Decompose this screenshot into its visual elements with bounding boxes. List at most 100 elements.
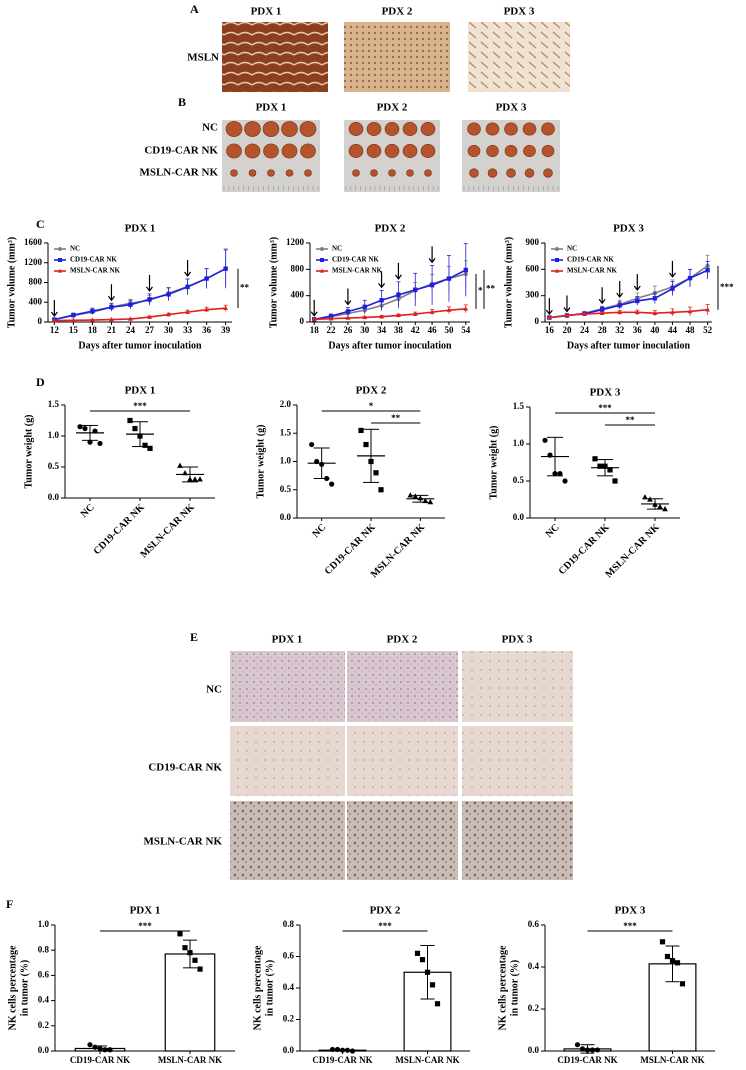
point: [329, 481, 335, 487]
tumor: [352, 169, 360, 177]
point: [652, 310, 658, 315]
chart-title: PDX 3: [613, 223, 644, 235]
y-axis-label: NK cells percentage: [497, 945, 508, 1030]
point: [309, 441, 315, 448]
point: [412, 493, 419, 499]
point: [373, 470, 379, 476]
tumor: [402, 144, 418, 158]
row-label: NC: [202, 122, 218, 134]
point: [57, 268, 63, 273]
panel-label: D: [36, 375, 45, 389]
x-tick-label: 15: [69, 325, 79, 335]
x-tick-label: NC: [79, 502, 97, 520]
point: [197, 476, 203, 482]
y-tick-label: 0.0: [513, 512, 525, 522]
point: [177, 931, 183, 937]
point: [555, 258, 559, 262]
point: [396, 312, 401, 318]
x-tick-label: 24: [126, 325, 136, 335]
x-tick-label: 18: [310, 325, 320, 335]
ihc-image: [222, 22, 328, 92]
point: [617, 309, 623, 315]
point: [414, 950, 421, 956]
ihc-image: [347, 801, 458, 880]
y-tick-label: 1200: [24, 257, 43, 267]
tumor: [541, 122, 555, 136]
point: [662, 506, 668, 512]
point: [424, 969, 431, 975]
row-label: NC: [206, 684, 222, 696]
significance-label: **: [626, 415, 636, 425]
x-tick-label: 38: [394, 325, 404, 335]
tumor: [262, 121, 280, 137]
tumor: [248, 169, 257, 177]
point: [77, 424, 83, 430]
point: [349, 1048, 356, 1054]
y-axis-label: Tumor weight (g): [488, 426, 499, 500]
point: [71, 312, 76, 318]
treatment-arrow: [310, 299, 318, 317]
significance-label: ***: [623, 921, 637, 931]
tumor: [230, 169, 238, 177]
point: [446, 276, 452, 281]
legend-label: MSLN-CAR NK: [567, 267, 618, 275]
treatment-arrow: [378, 271, 386, 289]
point: [339, 1047, 346, 1053]
tumor: [300, 143, 316, 159]
point: [187, 950, 193, 956]
y-tick-label: 0.5: [280, 484, 292, 494]
chart-title: PDX 3: [590, 387, 621, 399]
x-tick-label: CD19-CAR NK: [323, 522, 378, 577]
treatment-arrow: [107, 284, 115, 302]
point: [334, 1046, 341, 1053]
point: [705, 307, 711, 312]
y-tick-label: 400: [29, 296, 43, 306]
y-tick-label: 0: [535, 316, 540, 326]
x-axis-label: Days after tumor inoculation: [567, 340, 691, 351]
x-tick-label: 22: [327, 325, 337, 335]
legend-label: CD19-CAR NK: [70, 256, 117, 264]
y-tick-label: 0.2: [38, 1020, 50, 1030]
point: [599, 310, 605, 315]
point: [147, 314, 152, 319]
point: [446, 307, 452, 312]
point: [413, 287, 418, 292]
point: [664, 953, 671, 960]
point: [635, 298, 640, 304]
y-tick-label: 0: [38, 316, 43, 326]
row-label: CD19-CAR NK: [148, 762, 222, 774]
tumor: [348, 144, 364, 158]
x-tick-label: CD19-CAR NK: [557, 522, 612, 577]
point: [434, 1001, 441, 1007]
treatment-arrow: [344, 288, 352, 306]
point: [634, 309, 640, 315]
series-line: [54, 267, 227, 321]
ihc-image: [230, 801, 345, 880]
y-axis-label: Tumor volume (mm³): [503, 237, 514, 328]
row-label: MSLN-CAR NK: [143, 836, 222, 848]
significance-label: **: [391, 413, 401, 423]
point: [659, 939, 666, 945]
point: [396, 292, 401, 298]
tumor: [469, 168, 479, 178]
significance-label: *: [369, 401, 374, 411]
series-line: [54, 267, 227, 321]
point: [177, 462, 183, 468]
legend-label: NC: [332, 245, 342, 253]
point: [320, 258, 324, 262]
tumor: [384, 144, 400, 158]
point: [642, 494, 648, 500]
significance-label: ***: [138, 921, 152, 931]
x-tick-label: NC: [544, 522, 562, 540]
panel-label: B: [178, 95, 186, 109]
x-tick-label: MSLN-CAR NK: [395, 1055, 459, 1065]
y-tick-label: 0.8: [38, 944, 50, 954]
x-tick-label: MSLN-CAR NK: [640, 1055, 704, 1065]
tumor: [370, 169, 378, 177]
tumor: [522, 122, 537, 136]
x-tick-label: 18: [88, 325, 98, 335]
point: [362, 304, 367, 310]
point: [329, 1046, 336, 1053]
series-line: [549, 269, 708, 319]
legend-label: CD19-CAR NK: [567, 256, 614, 264]
